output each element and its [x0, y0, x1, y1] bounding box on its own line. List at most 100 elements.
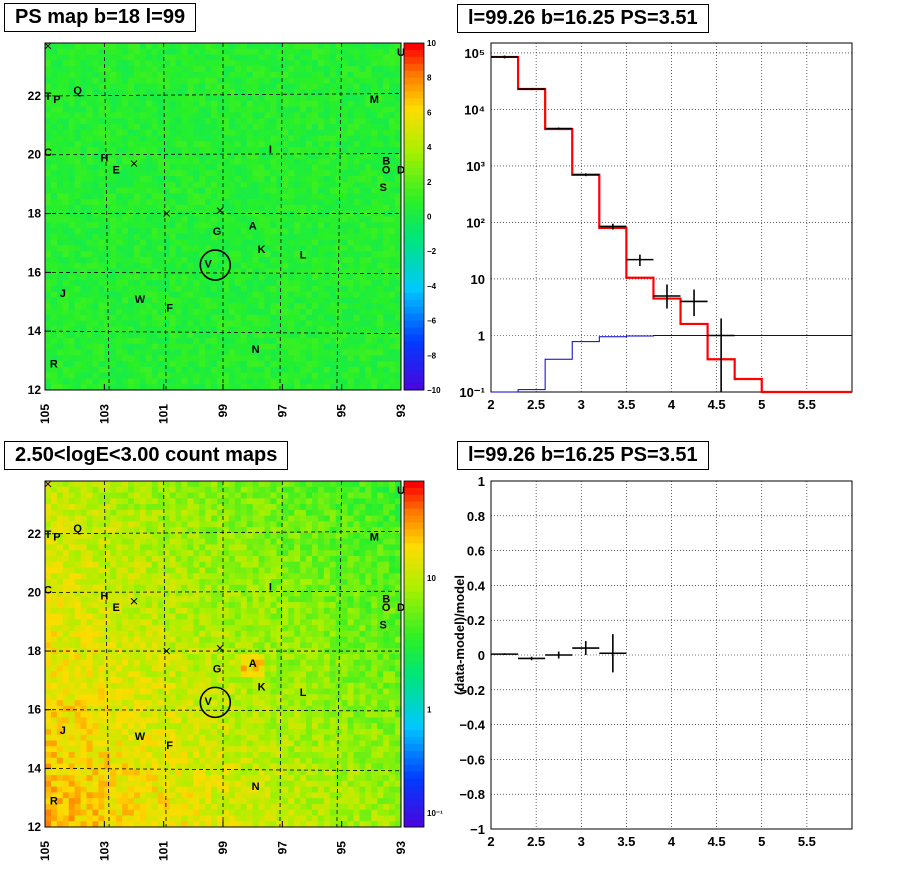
- ps-map-cell: [300, 309, 307, 316]
- count-map-cell: [110, 780, 117, 788]
- ps-map-cell: [223, 123, 230, 131]
- ps-map-cell: [282, 349, 289, 356]
- ps-map-cell: [110, 233, 117, 241]
- ps-map-cell: [335, 332, 343, 339]
- count-map-cell: [98, 734, 105, 741]
- ps-map-cell: [157, 372, 165, 379]
- ps-map-cell: [300, 262, 307, 270]
- ps-map-cell: [92, 366, 99, 374]
- ps-map-cell: [294, 106, 301, 113]
- count-map-cell: [157, 573, 165, 580]
- ps-map-cell: [264, 118, 271, 125]
- ps-map-cell: [45, 332, 52, 339]
- ps-map-cell: [300, 384, 307, 391]
- count-map-cell: [92, 509, 99, 517]
- ps-map-cell: [56, 123, 64, 131]
- ps-map-cell: [68, 251, 76, 258]
- ps-map-cell: [234, 233, 242, 241]
- ps-map-cell: [383, 285, 390, 293]
- ps-map-cell: [312, 112, 319, 119]
- ps-map-cell: [145, 71, 153, 79]
- count-map-cell: [86, 561, 93, 568]
- count-map-cell: [122, 775, 129, 782]
- ps-map-cell: [252, 320, 260, 327]
- count-map-cell: [50, 786, 58, 793]
- ps-map-cell: [306, 326, 313, 333]
- ps-map-cell: [383, 100, 390, 108]
- ps-map-cell: [86, 361, 93, 368]
- count-map-cell: [45, 665, 52, 672]
- ps-map-cell: [341, 256, 349, 264]
- count-map-cell: [134, 544, 141, 551]
- count-map-cell: [68, 567, 76, 574]
- ps-map-cell: [282, 372, 289, 379]
- ps-map-cell: [377, 71, 384, 79]
- ps-map-cell: [104, 95, 111, 102]
- count-map-cell: [157, 809, 165, 816]
- ps-map-cell: [116, 54, 123, 61]
- count-map-cell: [122, 821, 129, 828]
- count-map-cell: [74, 492, 82, 499]
- ps-map-cell: [323, 228, 331, 235]
- ps-map-cell: [312, 89, 319, 96]
- ps-map-cell: [68, 349, 76, 356]
- ps-map-cell: [110, 71, 117, 79]
- count-map-cell: [98, 769, 105, 776]
- ps-map-cell: [240, 332, 248, 339]
- ps-map-cell: [145, 43, 153, 50]
- ps-map-cell: [151, 199, 159, 206]
- ps-map-cell: [294, 222, 301, 229]
- ps-map-cell: [347, 181, 355, 189]
- count-map-cell: [80, 573, 88, 580]
- ps-map-cell: [312, 337, 319, 345]
- count-map-cell: [145, 659, 153, 667]
- ps-map-cell: [234, 366, 242, 374]
- count-map-cell: [56, 636, 64, 643]
- ps-map-cell: [74, 320, 82, 327]
- ps-map-cell: [110, 204, 117, 212]
- ps-map-cell: [151, 210, 159, 217]
- count-map-cell: [98, 584, 105, 592]
- ps-map-cell: [193, 147, 200, 154]
- ps-map-cell: [217, 216, 224, 223]
- ps-map-cell: [240, 274, 248, 281]
- ps-map-cell: [353, 135, 360, 142]
- ps-map-cell: [211, 176, 218, 183]
- count-map-cell: [86, 671, 93, 678]
- ps-map-cell: [270, 314, 277, 322]
- ps-map-cell: [317, 361, 325, 368]
- ps-map-cell: [122, 83, 129, 90]
- ps-map-cell: [359, 366, 366, 374]
- ps-map-cell: [56, 372, 64, 379]
- count-map-cell: [139, 613, 147, 620]
- ps-map-cell: [50, 332, 58, 339]
- ps-map-cell: [282, 83, 289, 90]
- ps-map-cell: [389, 326, 396, 333]
- ps-map-cell: [74, 251, 82, 258]
- ps-map-cell: [359, 222, 366, 229]
- ps-map-cell: [335, 268, 343, 275]
- ps-map-cell: [175, 320, 182, 327]
- ps-map-cell: [169, 239, 177, 246]
- ps-map-cell: [110, 303, 117, 310]
- ps-map-source-label: G: [213, 226, 222, 238]
- count-map-cell: [110, 792, 117, 799]
- ps-map-cell: [62, 95, 70, 102]
- ps-map-cell: [145, 366, 153, 374]
- ps-map-cell: [74, 170, 82, 177]
- ps-map-cell: [62, 343, 70, 351]
- ps-map-cell: [240, 337, 248, 345]
- ps-map-cell: [199, 135, 206, 142]
- ps-map-cell: [347, 48, 355, 56]
- ps-map-cell: [116, 285, 123, 293]
- ps-map-cell: [110, 372, 117, 379]
- ps-map-cell: [163, 193, 171, 200]
- ps-map-cell: [139, 118, 147, 125]
- ps-map-cell: [252, 54, 260, 61]
- ps-map-cell: [371, 349, 378, 356]
- ps-map-cell: [240, 118, 248, 125]
- ps-map-colorbar-step: [404, 91, 424, 100]
- ps-map-cell: [228, 378, 236, 385]
- count-map-cell: [62, 654, 70, 661]
- ps-map-cell: [104, 54, 111, 61]
